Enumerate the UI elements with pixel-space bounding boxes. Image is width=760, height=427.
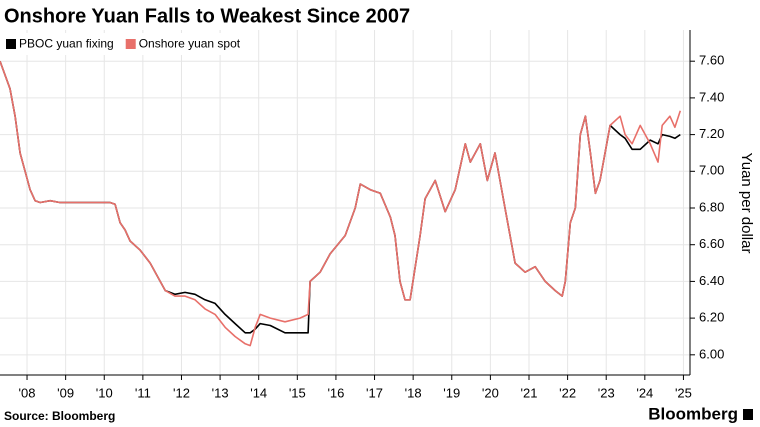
y-tick-label: 6.60 xyxy=(699,236,724,251)
y-tick-label: 7.00 xyxy=(699,163,724,178)
line-series xyxy=(0,60,682,347)
x-tick-label: '13 xyxy=(212,385,229,400)
x-tick-label: '24 xyxy=(636,385,653,400)
x-tick-label: '11 xyxy=(135,385,151,400)
brand-icon xyxy=(743,409,753,420)
legend-label: PBOC yuan fixing xyxy=(19,37,114,51)
legend-swatch xyxy=(125,39,136,49)
legend-box xyxy=(0,33,249,55)
x-tick-label: '09 xyxy=(57,385,74,400)
y-tick-label: 7.40 xyxy=(699,89,724,104)
brand: Bloomberg xyxy=(648,404,738,423)
x-tick-label: '22 xyxy=(559,385,576,400)
x-tick-label: '19 xyxy=(443,385,460,400)
y-axis-label: Yuan per dollar xyxy=(738,153,755,254)
y-tick-label: 7.60 xyxy=(699,53,724,68)
y-tick-label: 6.40 xyxy=(699,273,724,288)
y-tick-label: 6.20 xyxy=(699,310,724,325)
x-tick-label: '23 xyxy=(598,385,615,400)
x-tick-label: '14 xyxy=(250,385,267,400)
x-tick-label: '16 xyxy=(327,385,344,400)
x-tick-label: '25 xyxy=(675,385,692,400)
y-tick-label: 7.20 xyxy=(699,126,724,141)
x-tick-label: '21 xyxy=(521,385,538,400)
chart-title: Onshore Yuan Falls to Weakest Since 2007 xyxy=(4,5,410,27)
x-tick-label: '08 xyxy=(19,385,36,400)
x-tick-label: '20 xyxy=(482,385,499,400)
x-tick-label: '10 xyxy=(96,385,113,400)
y-tick-label: 6.80 xyxy=(699,199,724,214)
x-tick-label: '15 xyxy=(289,385,306,400)
line-series xyxy=(0,60,681,334)
legend-label: Onshore yuan spot xyxy=(139,37,241,51)
y-tick-label: 6.00 xyxy=(699,346,724,361)
x-tick-label: '18 xyxy=(405,385,422,400)
legend-swatch xyxy=(6,39,16,49)
source: Source: Bloomberg xyxy=(4,409,115,423)
x-tick-label: '17 xyxy=(366,385,383,400)
x-tick-label: '12 xyxy=(173,385,190,400)
